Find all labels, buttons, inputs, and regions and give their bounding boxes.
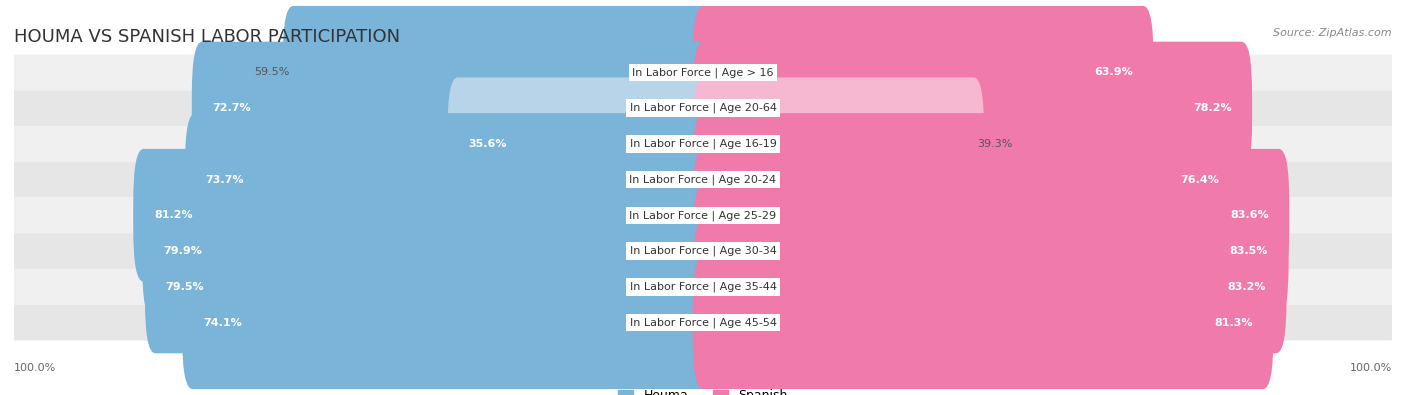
- Text: 78.2%: 78.2%: [1192, 103, 1232, 113]
- Text: 100.0%: 100.0%: [14, 363, 56, 373]
- FancyBboxPatch shape: [693, 42, 1253, 175]
- FancyBboxPatch shape: [14, 90, 1392, 126]
- FancyBboxPatch shape: [693, 220, 1286, 353]
- FancyBboxPatch shape: [14, 162, 1392, 198]
- FancyBboxPatch shape: [693, 149, 1289, 282]
- FancyBboxPatch shape: [693, 113, 1240, 246]
- FancyBboxPatch shape: [14, 126, 1392, 162]
- Text: 83.2%: 83.2%: [1227, 282, 1265, 292]
- FancyBboxPatch shape: [693, 77, 984, 211]
- FancyBboxPatch shape: [693, 184, 1289, 318]
- FancyBboxPatch shape: [14, 305, 1392, 340]
- Text: 39.3%: 39.3%: [977, 139, 1012, 149]
- Text: HOUMA VS SPANISH LABOR PARTICIPATION: HOUMA VS SPANISH LABOR PARTICIPATION: [14, 28, 401, 46]
- Text: In Labor Force | Age > 16: In Labor Force | Age > 16: [633, 67, 773, 78]
- Text: 74.1%: 74.1%: [202, 318, 242, 327]
- Text: 59.5%: 59.5%: [254, 68, 290, 77]
- Text: 81.3%: 81.3%: [1215, 318, 1253, 327]
- FancyBboxPatch shape: [14, 55, 1392, 90]
- FancyBboxPatch shape: [186, 113, 713, 246]
- FancyBboxPatch shape: [14, 198, 1392, 233]
- Text: In Labor Force | Age 25-29: In Labor Force | Age 25-29: [630, 210, 776, 221]
- Text: 72.7%: 72.7%: [212, 103, 252, 113]
- FancyBboxPatch shape: [191, 42, 713, 175]
- FancyBboxPatch shape: [134, 149, 713, 282]
- FancyBboxPatch shape: [447, 77, 713, 211]
- Text: 83.6%: 83.6%: [1230, 211, 1268, 220]
- FancyBboxPatch shape: [142, 184, 713, 318]
- Text: In Labor Force | Age 20-24: In Labor Force | Age 20-24: [630, 174, 776, 185]
- Text: Source: ZipAtlas.com: Source: ZipAtlas.com: [1274, 28, 1392, 38]
- Text: 76.4%: 76.4%: [1180, 175, 1219, 184]
- Text: In Labor Force | Age 16-19: In Labor Force | Age 16-19: [630, 139, 776, 149]
- Text: 79.5%: 79.5%: [166, 282, 204, 292]
- FancyBboxPatch shape: [183, 256, 713, 389]
- Text: 35.6%: 35.6%: [468, 139, 506, 149]
- Text: In Labor Force | Age 45-54: In Labor Force | Age 45-54: [630, 317, 776, 328]
- FancyBboxPatch shape: [283, 6, 713, 139]
- Legend: Houma, Spanish: Houma, Spanish: [613, 384, 793, 395]
- Text: In Labor Force | Age 30-34: In Labor Force | Age 30-34: [630, 246, 776, 256]
- Text: 81.2%: 81.2%: [153, 211, 193, 220]
- Text: 83.5%: 83.5%: [1230, 246, 1268, 256]
- FancyBboxPatch shape: [14, 233, 1392, 269]
- FancyBboxPatch shape: [14, 269, 1392, 305]
- Text: In Labor Force | Age 20-64: In Labor Force | Age 20-64: [630, 103, 776, 113]
- FancyBboxPatch shape: [693, 6, 1153, 139]
- FancyBboxPatch shape: [693, 256, 1274, 389]
- Text: 100.0%: 100.0%: [1350, 363, 1392, 373]
- Text: In Labor Force | Age 35-44: In Labor Force | Age 35-44: [630, 282, 776, 292]
- FancyBboxPatch shape: [145, 220, 713, 353]
- Text: 79.9%: 79.9%: [163, 246, 201, 256]
- Text: 63.9%: 63.9%: [1094, 68, 1133, 77]
- Text: 73.7%: 73.7%: [205, 175, 245, 184]
